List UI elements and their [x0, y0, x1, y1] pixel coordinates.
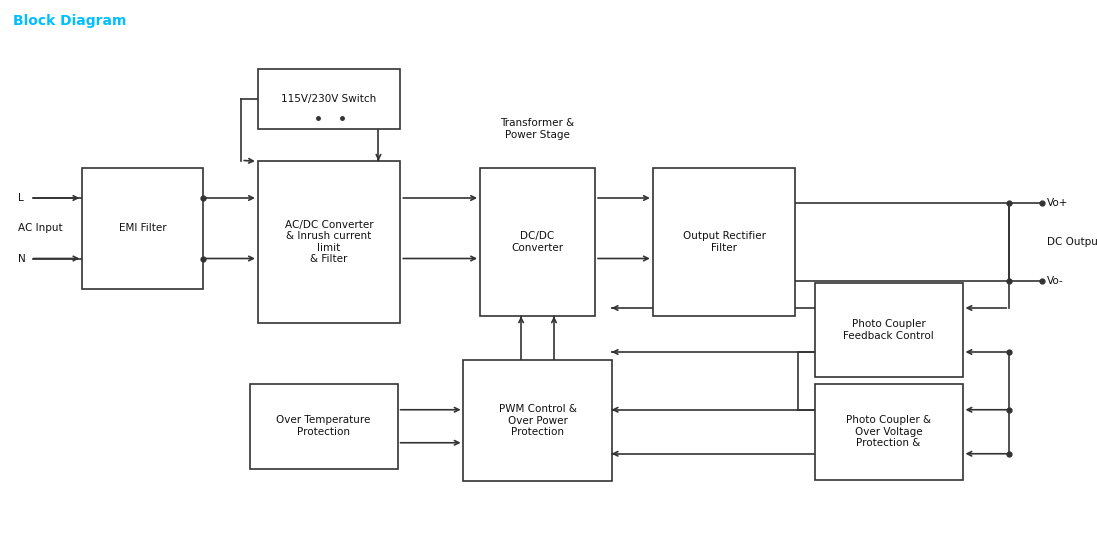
Text: DC Output: DC Output: [1047, 237, 1097, 247]
Text: L: L: [18, 193, 23, 203]
Text: Block Diagram: Block Diagram: [13, 14, 126, 28]
Bar: [653, 168, 795, 316]
Bar: [815, 384, 963, 480]
Text: Over Temperature
Protection: Over Temperature Protection: [276, 415, 371, 437]
Bar: [249, 384, 397, 469]
Text: Transformer &
Power Stage: Transformer & Power Stage: [500, 118, 575, 140]
Text: AC/DC Converter
& Inrush current
limit
& Filter: AC/DC Converter & Inrush current limit &…: [285, 219, 373, 265]
Bar: [258, 69, 400, 129]
Text: Vo-: Vo-: [1047, 276, 1063, 285]
Bar: [82, 168, 203, 289]
Text: Vo+: Vo+: [1047, 199, 1067, 208]
Text: Photo Coupler &
Over Voltage
Protection &: Photo Coupler & Over Voltage Protection …: [846, 415, 931, 448]
Text: DC/DC
Converter: DC/DC Converter: [511, 231, 564, 253]
Bar: [258, 161, 400, 323]
Text: Output Rectifier
Filter: Output Rectifier Filter: [682, 231, 766, 253]
Bar: [463, 360, 612, 481]
Text: 115V/230V Switch: 115V/230V Switch: [282, 94, 376, 104]
Bar: [815, 283, 963, 377]
Text: AC Input: AC Input: [18, 223, 63, 233]
Text: Photo Coupler
Feedback Control: Photo Coupler Feedback Control: [844, 319, 934, 341]
Bar: [480, 168, 596, 316]
Text: EMI Filter: EMI Filter: [118, 223, 167, 233]
Text: N: N: [18, 254, 25, 263]
Text: PWM Control &
Over Power
Protection: PWM Control & Over Power Protection: [498, 404, 577, 437]
